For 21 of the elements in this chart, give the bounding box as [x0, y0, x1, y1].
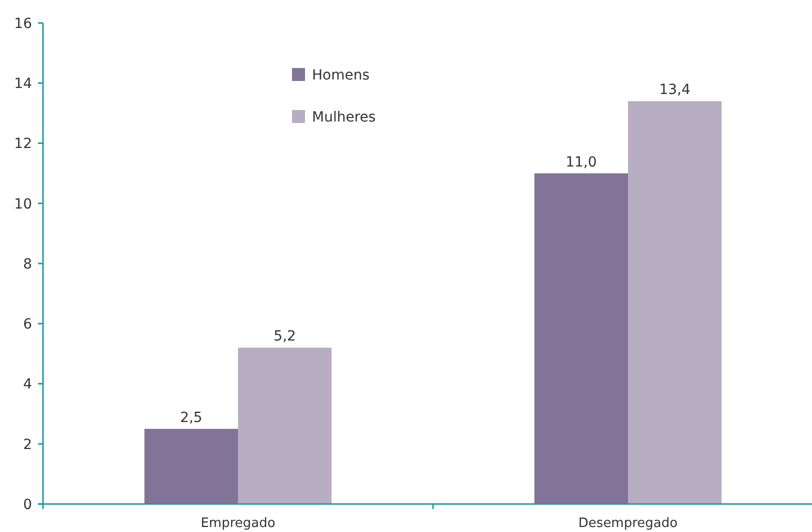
data-label: 13,4 — [659, 82, 690, 98]
data-label: 5,2 — [274, 328, 296, 345]
y-tick-label: 6 — [23, 316, 32, 333]
y-tick-label: 8 — [23, 256, 32, 272]
x-tick-label: Desempregado — [578, 516, 678, 531]
y-tick-label: 14 — [14, 76, 32, 92]
y-tick-label: 16 — [14, 16, 32, 32]
bar — [144, 428, 238, 504]
y-tick-label: 12 — [14, 136, 32, 152]
bar — [238, 348, 332, 504]
y-tick-label: 4 — [23, 376, 32, 393]
legend-label: Homens — [312, 67, 370, 84]
data-label: 11,0 — [566, 154, 597, 170]
bar — [534, 173, 628, 504]
y-tick-label: 0 — [23, 496, 32, 513]
bar — [628, 101, 722, 504]
y-tick-label: 2 — [23, 436, 32, 453]
legend-label: Mulheres — [312, 109, 376, 126]
x-tick-label: Empregado — [200, 516, 276, 531]
data-label: 2,5 — [180, 410, 202, 426]
y-tick-label: 10 — [14, 196, 32, 212]
